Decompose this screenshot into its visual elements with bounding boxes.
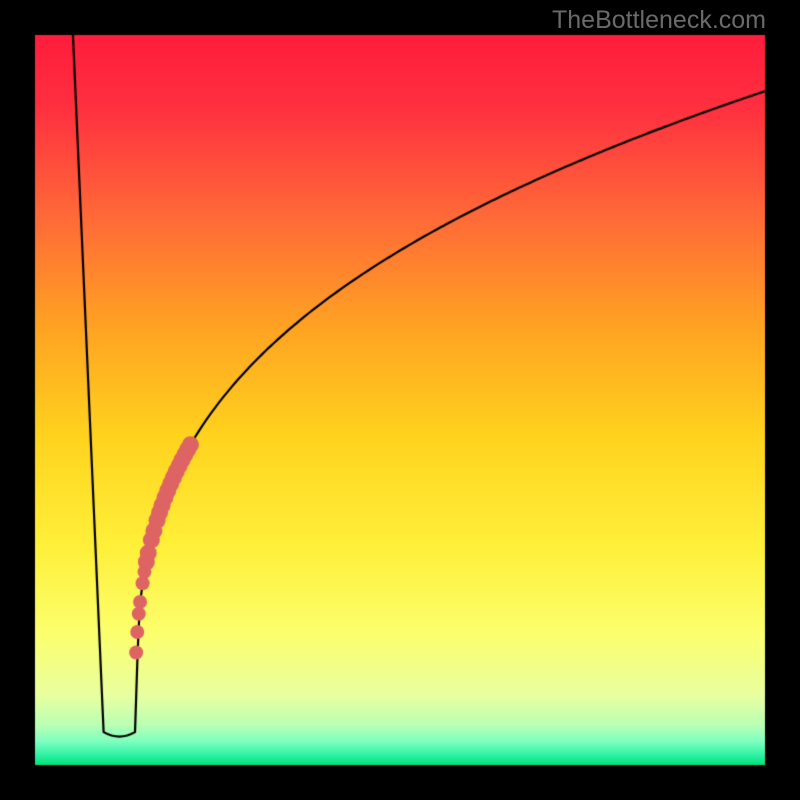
chart-stage: TheBottleneck.com	[0, 0, 800, 800]
bottleneck-chart-canvas	[0, 0, 800, 800]
